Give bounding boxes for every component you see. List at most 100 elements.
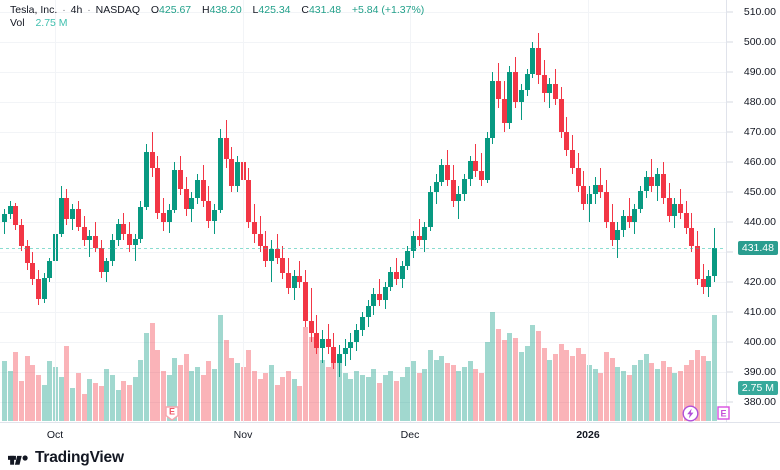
candlestick [19,0,24,300]
price-gridline [0,282,727,283]
candlestick [405,0,410,300]
price-tick-dash [727,281,733,283]
candle-body [684,213,689,228]
volume-bar [127,384,132,421]
candle-body [224,138,229,159]
price-scale[interactable]: 510.00 500.00 490.00 480.00 470.00 460.00 450.… [726,0,780,422]
candlestick [337,0,342,377]
candle-body [82,226,87,240]
price-tick-label: 500.00 [743,36,776,48]
candlestick [400,0,405,300]
volume-bar [229,357,234,421]
price-tick-label: 490.00 [743,66,776,78]
volume-bar [121,380,126,421]
candlestick [366,0,371,327]
legend-symbol-row[interactable]: Tesla, Inc. · 4h · NASDAQ O425.67 H438.2… [10,4,424,17]
candlestick [195,0,200,300]
candlestick [121,0,126,300]
volume-bar [269,365,274,421]
candlestick [331,0,336,369]
volume-bar [576,348,581,421]
candlestick [314,0,319,354]
candlestick [684,0,689,300]
candlestick [502,0,507,300]
candle-wick [458,186,459,219]
candlestick [206,0,211,300]
candle-body [701,279,706,287]
candle-body [536,48,541,75]
dividend-marker[interactable] [682,405,699,427]
volume-bar [167,374,172,421]
candle-body [388,271,393,287]
volume-bar [712,315,717,421]
candle-body [246,180,251,222]
candle-body [167,210,172,222]
candle-body [206,201,211,221]
candle-body [8,205,13,214]
candlestick [451,0,456,300]
candlestick [36,0,41,305]
volume-bar [150,323,155,421]
volume-bar [417,373,422,421]
tradingview-logo-icon [8,455,28,465]
volume-bar [610,357,615,421]
candle-body [258,234,263,246]
candlestick [309,0,314,342]
candle-body [297,276,302,282]
candlestick [167,0,172,300]
volume-bar [507,332,512,421]
candle-body [155,168,160,213]
candlestick [371,0,376,315]
candlestick [496,0,501,300]
volume-bar [684,365,689,421]
volume-bar [604,351,609,421]
candle-body [2,213,7,222]
low-value: 425.34 [258,4,291,16]
candle-body [42,277,47,299]
candle-body [116,223,121,240]
candlestick [161,0,166,300]
symbol-name[interactable]: Tesla, Inc. [10,4,58,16]
volume-bar [155,349,160,421]
candlestick [456,0,461,300]
candlestick [178,0,183,300]
candle-body [229,159,234,186]
candle-body [76,208,81,227]
candle-body [36,279,41,299]
candle-wick [271,240,272,282]
volume-bar [275,384,280,421]
candlestick [695,0,700,300]
legend-volume-row[interactable]: Vol 2.75 M [10,17,424,30]
candlestick [411,0,416,300]
candle-body [661,174,666,198]
tradingview-logo[interactable]: TradingView [8,449,124,467]
volume-bar [184,353,189,421]
time-scale[interactable]: Oct Nov Dec 2026 [0,422,780,449]
price-tick-dash [727,401,733,403]
candle-body [286,273,291,288]
candle-body [161,213,166,222]
chart-plot-area[interactable] [0,0,727,422]
candle-body [593,184,598,194]
current-price-badge[interactable]: 431.48 [737,240,778,255]
volume-bar [303,326,308,421]
volume-bar [331,353,336,421]
volume-bar [138,359,143,421]
candle-wick [481,153,482,186]
interval-label[interactable]: 4h [70,4,83,16]
earnings-marker[interactable]: E [165,406,179,426]
candlestick [184,0,189,300]
price-gridline [0,312,727,313]
candlestick [468,0,473,300]
candle-body [70,208,75,219]
volume-bar [593,369,598,421]
candlestick [667,0,672,300]
candlestick [2,0,7,300]
volume-bar [638,359,643,421]
candle-body [547,84,552,93]
earnings-marker-upcoming[interactable]: E [717,406,730,425]
current-volume-badge[interactable]: 2.75 M [737,381,778,395]
volume-bar [502,340,507,421]
candlestick [383,0,388,309]
candle-wick [617,222,618,258]
